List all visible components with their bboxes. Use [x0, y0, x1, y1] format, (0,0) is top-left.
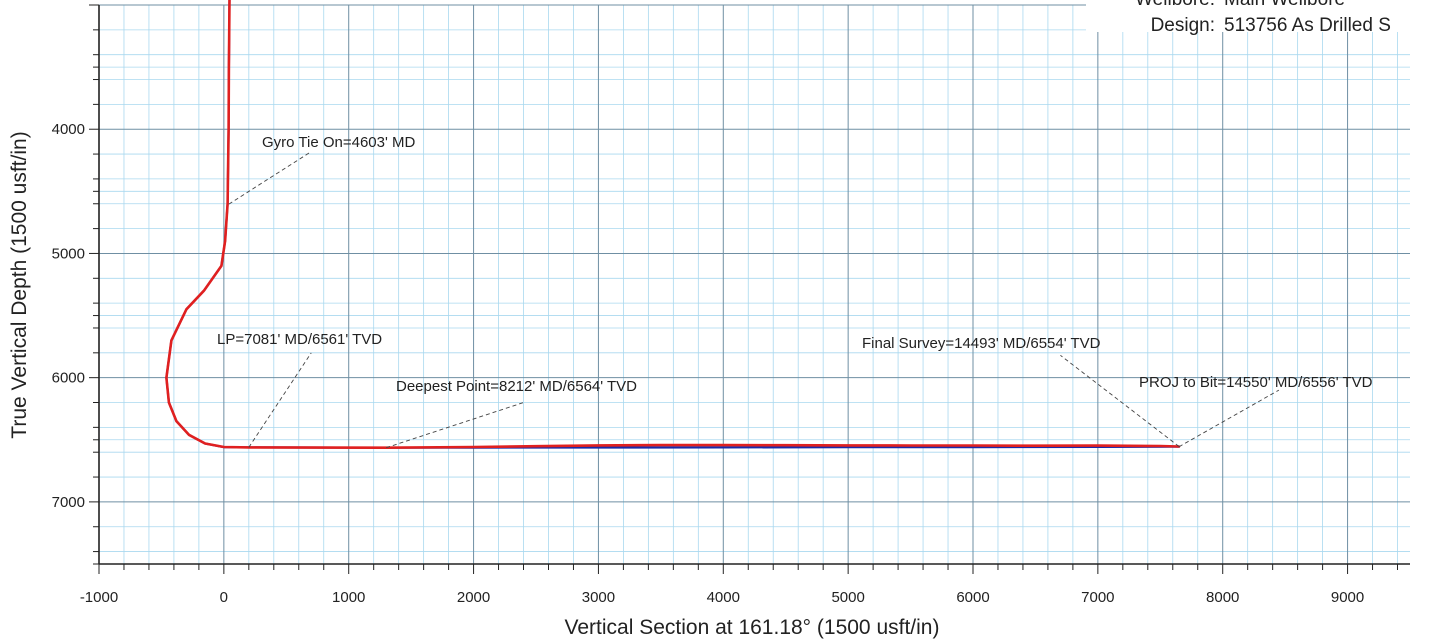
annotation-label: PROJ to Bit=14550' MD/6556' TVD — [1139, 374, 1373, 391]
x-axis-title: Vertical Section at 161.18° (1500 usft/i… — [565, 616, 940, 639]
series-line-red — [165, 0, 1181, 450]
wellbore-label: Wellbore: — [1135, 0, 1215, 10]
header-block: Wellbore: Main Wellbore Design: 513756 A… — [1086, 0, 1434, 36]
x-tick-label: 7000 — [1081, 589, 1114, 606]
y-tick-label: 7000 — [52, 494, 85, 511]
x-tick-label: 0 — [220, 589, 228, 606]
annotations-layer: Gyro Tie On=4603' MD LP=7081' MD/6561' TV… — [217, 134, 1373, 449]
y-axis-title: True Vertical Depth (1500 usft/in) — [8, 131, 31, 438]
major-grid — [98, 4, 1410, 564]
x-tick-label: 6000 — [956, 589, 989, 606]
annotation-leader — [228, 151, 312, 205]
x-tick-label: 3000 — [582, 589, 615, 606]
minor-grid — [99, 5, 1410, 565]
annotation-leader — [1060, 354, 1180, 447]
x-tick-label: -1000 — [80, 589, 118, 606]
design-value: 513756 As Drilled S — [1224, 15, 1391, 36]
axes-layer: -1000 0 1000 2000 3000 4000 5000 6000 7000 8000 90… — [52, 4, 1410, 606]
x-tick-label: 5000 — [831, 589, 864, 606]
annotation-label: LP=7081' MD/6561' TVD — [217, 331, 382, 348]
x-tick-label: 8000 — [1206, 589, 1239, 606]
series-layer — [165, 0, 1181, 450]
annotation-label: Final Survey=14493' MD/6554' TVD — [862, 335, 1101, 352]
x-tick-label: 4000 — [707, 589, 740, 606]
annotation-leader — [248, 352, 312, 448]
annotation-label: Gyro Tie On=4603' MD — [262, 134, 416, 151]
y-tick-label: 4000 — [52, 121, 85, 138]
y-tick-label: 5000 — [52, 245, 85, 262]
wellbore-value: Main Wellbore — [1224, 0, 1345, 10]
y-tick-label: 6000 — [52, 370, 85, 387]
header-background — [1086, 0, 1434, 32]
annotation-leader — [1178, 389, 1280, 448]
x-tick-label: 2000 — [457, 589, 490, 606]
design-label: Design: — [1151, 15, 1215, 36]
x-tick-label: 9000 — [1331, 589, 1364, 606]
x-tick-label: 1000 — [332, 589, 365, 606]
annotation-label: Deepest Point=8212' MD/6564' TVD — [396, 378, 637, 395]
annotation-leader — [386, 402, 524, 449]
